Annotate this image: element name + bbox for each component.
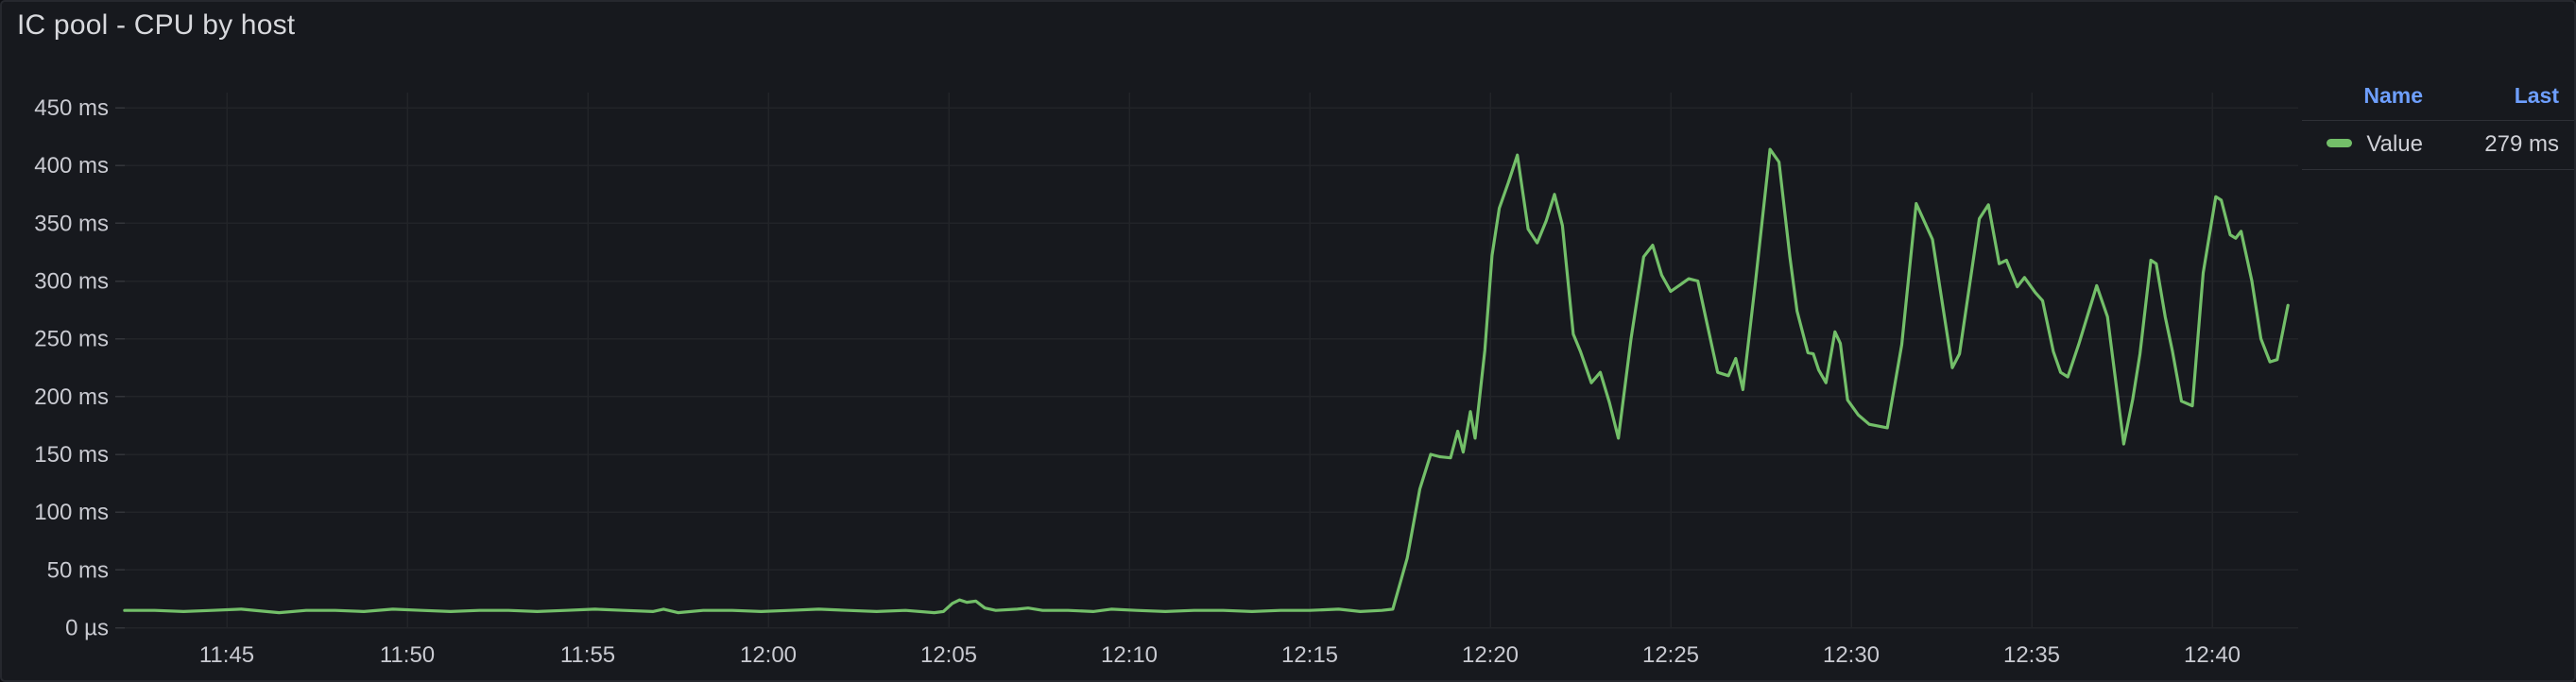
x-tick-label: 11:55	[560, 642, 615, 668]
x-tick-label: 12:05	[920, 642, 977, 668]
x-tick-label: 12:10	[1101, 642, 1158, 668]
y-tick-label: 0 µs	[65, 616, 109, 641]
legend-series-name[interactable]: Value	[2366, 131, 2423, 157]
x-tick-label: 12:00	[740, 642, 797, 668]
legend-header-row: Name Last	[2302, 79, 2574, 121]
x-tick-label: 12:35	[2003, 642, 2060, 668]
legend-series-last-value: 279 ms	[2423, 120, 2574, 170]
x-tick-label: 12:25	[1642, 642, 1699, 668]
y-tick-label: 50 ms	[47, 557, 109, 583]
x-tick-label: 12:30	[1823, 642, 1880, 668]
panel-header: IC pool - CPU by host	[2, 2, 2574, 47]
x-tick-label: 12:20	[1462, 642, 1519, 668]
panel-title[interactable]: IC pool - CPU by host	[17, 9, 296, 41]
x-tick-label: 11:50	[380, 642, 435, 668]
value-series-line	[123, 147, 2290, 615]
x-tick-label: 12:40	[2184, 642, 2241, 668]
y-tick-label: 200 ms	[34, 384, 109, 410]
legend-row: Value 279 ms	[2302, 120, 2574, 170]
y-tick-label: 250 ms	[34, 327, 109, 352]
y-tick-label: 450 ms	[34, 95, 109, 121]
legend-header-name[interactable]: Name	[2302, 79, 2423, 121]
legend-table: Name Last Value 279 ms	[2302, 79, 2574, 170]
y-tick-label: 300 ms	[34, 269, 109, 295]
series-color-marker	[2327, 139, 2353, 148]
y-tick-label: 150 ms	[34, 442, 109, 468]
legend-series-cell[interactable]: Value	[2302, 120, 2423, 170]
y-tick-label: 100 ms	[34, 500, 109, 525]
x-tick-label: 11:45	[199, 642, 254, 668]
legend-header-last[interactable]: Last	[2423, 79, 2574, 121]
y-tick-label: 400 ms	[34, 153, 109, 179]
y-tick-label: 350 ms	[34, 211, 109, 236]
x-tick-label: 12:15	[1281, 642, 1338, 668]
